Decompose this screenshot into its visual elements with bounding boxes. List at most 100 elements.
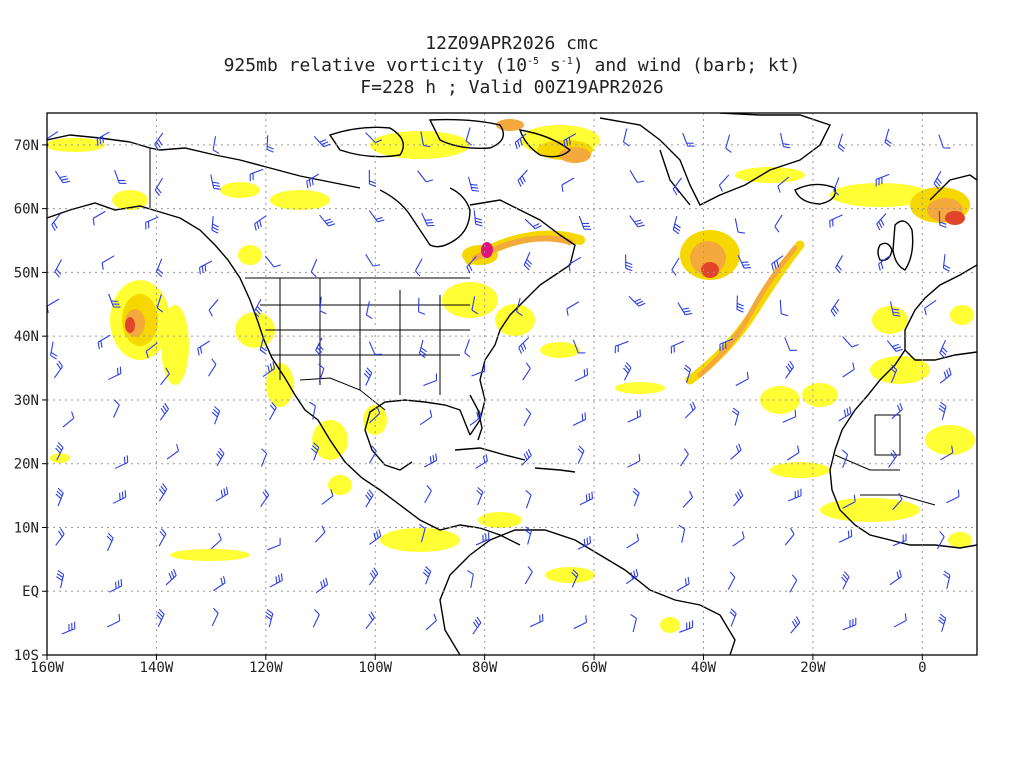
wind-barb [315,577,329,594]
wind-barb [573,615,587,630]
wind-barb [628,295,646,307]
wind-barb [946,489,960,504]
wind-barb [730,443,742,460]
wind-barb [319,296,327,315]
wind-barb [942,254,951,272]
lon-tick-label: 40W [691,660,717,676]
wind-barb [680,448,689,467]
wind-barb [943,570,951,589]
wind-barb [789,574,798,593]
wind-barb [938,211,947,228]
wind-barb [878,255,891,271]
wind-barb [47,298,60,314]
wind-barb [572,339,586,354]
vorticity-level-1 [47,125,975,633]
wind-barb [684,401,696,419]
wind-barb [368,210,385,223]
wind-barb [260,489,270,507]
wind-barb [622,128,630,147]
lat-tick-label: 40N [14,329,39,345]
wind-barb [145,216,159,230]
wind-barb [417,297,426,315]
wind-barb [197,340,210,356]
wind-barb [472,616,482,635]
wind-barb [156,294,164,313]
wind-barb [626,533,640,549]
wind-barb [835,255,844,274]
wind-barb [199,260,213,275]
wind-barb [525,490,532,509]
political-borders [149,148,936,506]
wind-barb [369,529,382,545]
wind-barb [369,567,379,586]
wind-barb [829,214,843,228]
wind-barb [156,258,164,277]
wind-barb [529,613,544,628]
wind-barb [216,447,225,467]
wind-barb [213,575,226,592]
wind-barb [938,134,951,149]
wind-barb [629,215,645,228]
lon-tick-label: 160W [30,660,64,676]
wind-barb [154,132,164,151]
wind-barb [737,255,752,269]
wind-barb [632,487,640,507]
wind-barb [97,334,111,350]
wind-barb [568,256,582,272]
wind-barb [727,571,736,590]
wind-barb [672,177,682,196]
wind-barb [841,449,849,468]
wind-barb [523,251,533,271]
wind-barb [319,214,336,227]
wind-barb [266,537,281,551]
wind-barb [160,367,170,386]
wind-barb [423,373,438,387]
wind-barb [314,525,326,543]
wind-barb [315,337,324,356]
wind-barb [888,449,898,468]
wind-barb [889,569,902,586]
wind-barb [718,174,730,192]
wind-barb [875,173,890,187]
wind-barb [417,170,434,183]
wind-barb [54,259,63,278]
wind-barb [782,409,797,423]
wind-barb [467,570,474,589]
wind-barb [310,258,318,278]
wind-barb [577,445,585,464]
wind-barb [55,442,64,461]
wind-barb [892,492,903,511]
wind-barb [365,132,383,144]
wind-barb [627,409,642,423]
wind-barb [424,453,438,468]
wind-barb [254,215,267,231]
longitude-labels: 160W 140W 120W 100W 80W 60W 40W 20W 0 [30,655,927,676]
wind-barb [368,170,377,187]
wind-barb [53,360,63,379]
wind-barb [678,524,686,543]
wind-barb [729,608,737,627]
wind-barb [365,489,374,508]
wind-barb [262,361,276,377]
wind-barb [421,212,435,227]
wind-barb [561,177,575,192]
wind-barb [732,531,745,547]
wind-barb [50,341,58,360]
wind-barb [938,613,947,632]
wind-barb [892,533,907,547]
wind-barb [108,293,121,308]
wind-barb [671,257,680,276]
lat-tick-label: EQ [22,584,39,600]
wind-barb [676,576,690,592]
lat-tick-label: 70N [14,138,39,154]
wind-barb [55,487,64,507]
wind-barb [156,608,165,628]
wind-barb [266,135,274,153]
wind-barb [92,210,106,226]
wind-barb [677,302,693,316]
wind-barb [784,527,795,546]
wind-barb [625,568,639,585]
wind-barb [464,339,471,358]
wind-barb [780,132,791,149]
